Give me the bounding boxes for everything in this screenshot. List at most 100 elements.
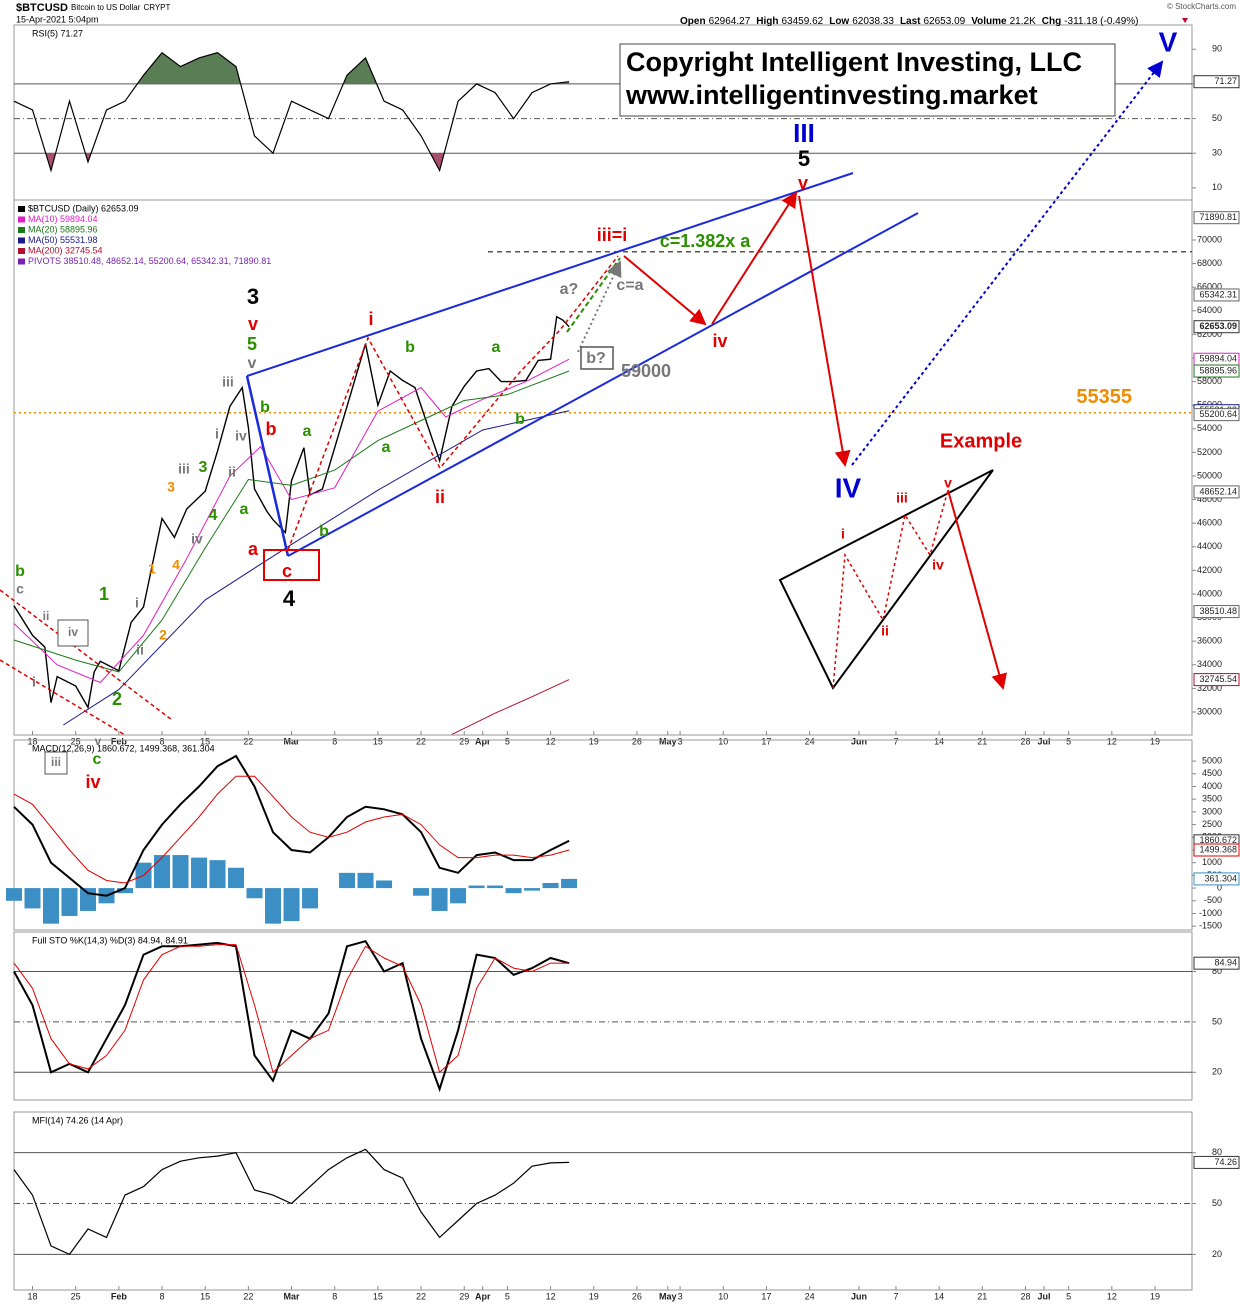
value-tag-label: 59894.04 [1199,354,1237,364]
wave-label: v [798,173,808,193]
x-tick-label: 17 [761,736,771,746]
level-label: 55355 [1076,386,1132,408]
histogram-bar [357,872,374,889]
series-line [13,370,570,673]
wave-label: b [319,523,329,540]
wave-label: iv [85,772,100,792]
x-tick-label: 3 [678,1291,683,1301]
histogram-bar [542,883,559,889]
wave-label: ii [43,609,50,623]
wave-label: iv [712,331,727,351]
gray-dotted [577,260,622,353]
wave-label: iii [51,755,61,769]
pivot-tag [1193,288,1240,302]
x-tick-label: 24 [805,1291,815,1301]
value-tag [1193,364,1240,378]
wave-label: 3 [247,284,259,309]
wave-label: c [93,751,102,768]
downtrend-upper [0,589,173,721]
wave-label: i [841,526,845,542]
wave-label: 4 [283,586,296,611]
y-tick-label: 20 [1212,1067,1222,1077]
x-tick-label: Apr [475,1291,491,1301]
wave-label: 4 [209,507,218,524]
wave-label: 5 [798,146,810,171]
x-tick-label: Apr [475,736,491,746]
x-tick-label: 18 [27,1291,37,1301]
x-tick-label: Jun [851,1291,867,1301]
series-line [13,358,570,684]
legend-entry: RSI(5) 71.27 [32,28,83,38]
x-tick-label: 22 [416,736,426,746]
wave-label: b? [586,350,606,367]
pivot-tag-label: 65342.31 [1199,289,1237,299]
series-line [13,315,570,710]
histogram-bar [468,885,485,889]
y-tick-label: 2500 [1202,819,1222,829]
y-tick-label: 80 [1212,1147,1222,1157]
value-tag [1193,1155,1240,1169]
wave-label: a? [560,281,579,298]
iii-box [44,751,68,775]
x-tick-label: 18 [27,736,37,746]
panel-frame [13,931,1193,1101]
x-tick-label: 22 [416,1291,426,1301]
y-tick-label: 40000 [1197,588,1222,598]
y-tick-label: 50000 [1197,470,1222,480]
x-tick-label: 15 [373,1291,383,1301]
y-tick-label: 4000 [1202,781,1222,791]
y-tick-label: 4500 [1202,768,1222,778]
y-tick-label: 80 [1212,966,1222,976]
wave-label: IV [835,472,862,503]
wave-label: i [215,426,219,442]
shade-area [137,52,570,84]
pivot-tag [1193,485,1240,499]
wave-label: a [492,339,501,356]
histogram-bar [339,872,356,889]
wave-label: a [248,539,259,559]
x-tick-label: 19 [1150,1291,1160,1301]
quote-label: Last [900,16,921,27]
y-tick-label: -500 [1204,895,1222,905]
downtrend-lower [0,659,126,736]
y-tick-label: -1000 [1199,908,1222,918]
value-tag-label: 361.304 [1204,873,1237,883]
quote-value: 62038.33 [852,16,894,27]
histogram-bar [283,888,300,922]
example-down [947,489,1007,690]
wave-label: 4 [172,557,180,573]
pivot-tag [1193,211,1240,225]
x-tick-label: 22 [243,736,253,746]
exchange: CRYPT [143,3,170,12]
histogram-bar [302,888,319,909]
wave-label: c=a [616,277,643,294]
red-dashed-path [287,255,619,551]
x-tick-label: Jul [1037,1291,1050,1301]
histogram-bar [524,888,541,891]
arrow-V [851,60,1164,466]
wave-label: v [944,475,952,491]
legend-swatch [18,258,25,265]
wave-label: a [303,423,312,440]
series-line [63,410,570,726]
chg-arrow [1182,18,1188,23]
y-tick-label: 32000 [1197,683,1222,693]
x-tick-label: 19 [1150,736,1160,746]
histogram-bar [487,885,504,889]
x-tick-label: 26 [632,736,642,746]
quote: Open 62964.27 High 63459.62 Low 62038.33 Last 6… [680,16,1139,27]
x-tick-label: 14 [934,736,944,746]
y-tick-label: 42000 [1197,565,1222,575]
wave-label: iii=i [597,225,628,245]
wave-label: a [382,439,391,456]
wave-label: 3 [199,459,208,476]
wave-label: b [515,411,525,428]
x-tick-label: Jun [851,736,867,746]
series-line [451,679,570,735]
histogram-bar [246,888,263,899]
wave-label: b [266,419,277,439]
histogram-bar [376,880,393,889]
y-tick-label: 66000 [1197,282,1222,292]
y-tick-label: 52000 [1197,447,1222,457]
